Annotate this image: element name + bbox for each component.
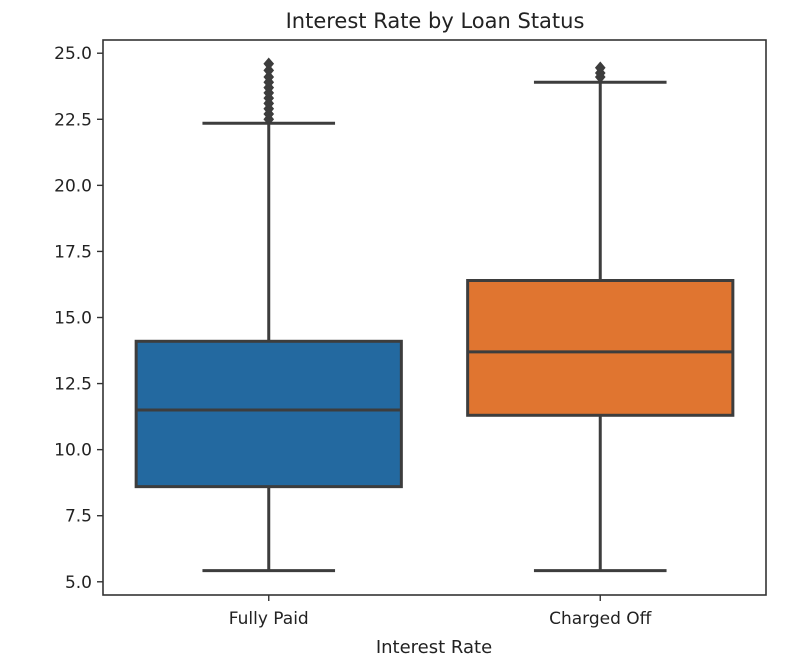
y-tick-label: 17.5 xyxy=(54,242,92,262)
y-tick-label: 12.5 xyxy=(54,375,92,395)
x-tick-label: Charged Off xyxy=(549,609,653,629)
iqr-box xyxy=(134,339,403,489)
y-tick-label: 7.5 xyxy=(65,507,92,527)
x-tick-label: Fully Paid xyxy=(229,609,309,629)
iqr-box xyxy=(466,279,735,417)
x-axis: Fully Paid Charged Off xyxy=(229,595,653,629)
box-charged-off xyxy=(466,61,735,573)
y-tick-label: 25.0 xyxy=(54,44,92,64)
plot-frame xyxy=(102,39,767,596)
y-tick-label: 20.0 xyxy=(54,176,92,196)
outlier-point xyxy=(263,70,275,84)
y-tick-label: 15.0 xyxy=(54,309,92,329)
box-fully-paid xyxy=(134,57,403,573)
outlier-point xyxy=(594,61,606,75)
outlier-point xyxy=(263,57,275,71)
y-tick-label: 22.5 xyxy=(54,110,92,130)
y-axis: 5.0 7.5 10.0 12.5 15.0 17.5 20.0 22.5 25.0 xyxy=(54,44,103,593)
chart-title: Interest Rate by Loan Status xyxy=(286,9,585,33)
outlier-point xyxy=(263,64,275,77)
x-axis-label: Interest Rate xyxy=(376,637,492,658)
plot-area xyxy=(134,57,735,573)
y-tick-label: 5.0 xyxy=(65,573,92,593)
y-tick-label: 10.0 xyxy=(54,441,92,461)
